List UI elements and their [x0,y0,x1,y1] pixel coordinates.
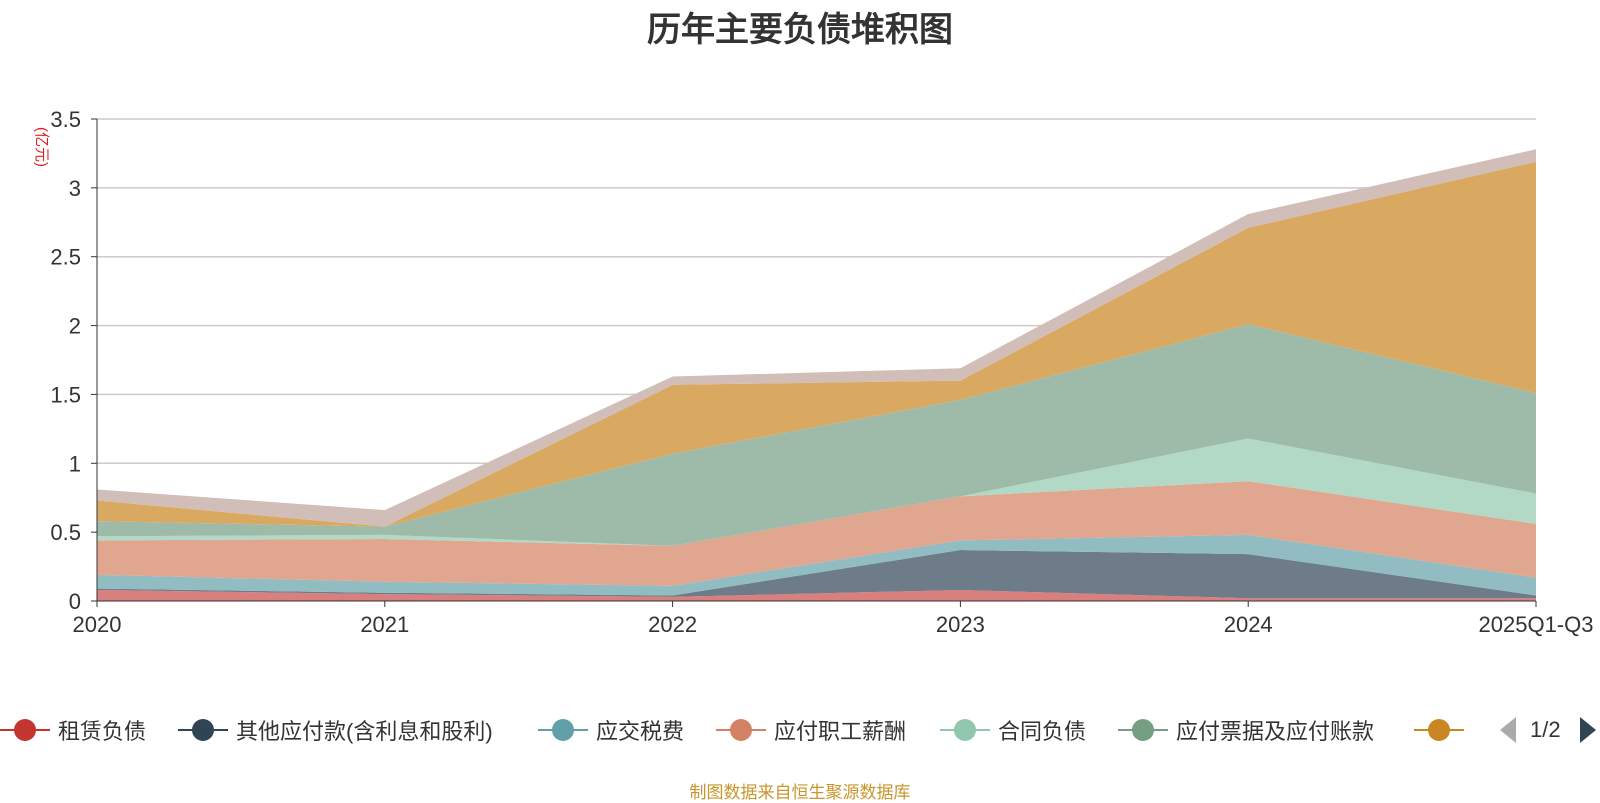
x-tick-label: 2021 [360,612,409,637]
area-series-应付票据及应付账款 [97,324,1536,546]
y-tick-label: 0 [69,589,81,614]
legend-marker-icon [940,712,990,748]
legend-label: 其他应付款(含利息和股利) [236,719,493,744]
legend-item-lease-liabilities[interactable]: 租赁负债 [0,712,146,748]
chart-title: 历年主要负债堆积图 [647,11,953,49]
legend-marker-icon [1118,712,1168,748]
x-tick-label: 2023 [936,612,985,637]
tick-labels: 0 0.5 1 1.5 2 2.5 3 3.5 2020 2021 2022 2023 2024 2025… [50,107,1593,637]
legend-marker-icon [0,712,50,748]
area-series-应交税费 [97,534,1536,596]
y-tick-label: 0.5 [50,520,81,545]
legend-items: 租赁负债 其他应付款(含利息和股利) 应交税费 应付职工薪酬 合同负债 [0,712,1466,748]
legend-item-contract-liabilities[interactable]: 合同负债 [940,712,1086,748]
y-tick-label: 1.5 [50,382,81,407]
legend-item-notes-accounts-payable[interactable]: 应付票据及应付账款 [1118,712,1374,748]
area-series-应付职工薪酬 [97,481,1536,586]
legend-label: 应付职工薪酬 [774,719,907,744]
triangle-right-icon [1580,717,1596,743]
legend-label: 应交税费 [596,719,685,744]
area-series-其他应付款(含利息和股利) [97,550,1536,599]
x-tick-label: 2020 [73,612,122,637]
legend-label: 租赁负债 [58,719,147,744]
area-series-其他 [97,149,1536,527]
y-axis-unit-label: (亿元) [33,127,50,167]
area-series-短期借款 [97,161,1536,527]
x-tick-label: 2022 [648,612,697,637]
legend-item-employee-compensation[interactable]: 应付职工薪酬 [716,712,906,748]
legend-marker-icon [538,712,588,748]
legend-page-indicator: 1/2 [1530,717,1561,742]
area-series-合同负债 [97,438,1536,546]
y-tick-label: 1 [69,451,81,476]
chart-legend: 租赁负债 其他应付款(含利息和股利) 应交税费 应付职工薪酬 合同负债 [0,712,1600,748]
y-tick-label: 3.5 [50,107,81,132]
x-tick-label: 2024 [1224,612,1273,637]
legend-item-taxes-payable[interactable]: 应交税费 [538,712,684,748]
y-tick-label: 2 [69,314,81,339]
legend-marker-icon [716,712,766,748]
legend-label: 合同负债 [998,719,1087,744]
legend-prev-page-button[interactable] [1498,712,1518,748]
legend-item-short-term-borrowings[interactable]: 短 [1414,712,1466,748]
legend-next-page-button[interactable] [1578,712,1598,748]
y-tick-label: 3 [69,176,81,201]
y-tick-label: 2.5 [50,245,81,270]
x-tick-label: 2025Q1-Q3 [1479,612,1594,637]
legend-marker-icon [1414,712,1464,748]
legend-marker-icon [178,712,228,748]
triangle-left-icon [1500,717,1516,743]
legend-item-other-payables[interactable]: 其他应付款(含利息和股利) [178,712,493,748]
axes [96,119,1536,602]
legend-label: 应付票据及应付账款 [1176,719,1375,744]
area-series-租赁负债 [97,589,1536,601]
area-series [97,149,1536,601]
data-source-note: 制图数据来自恒生聚源数据库 [689,783,911,802]
